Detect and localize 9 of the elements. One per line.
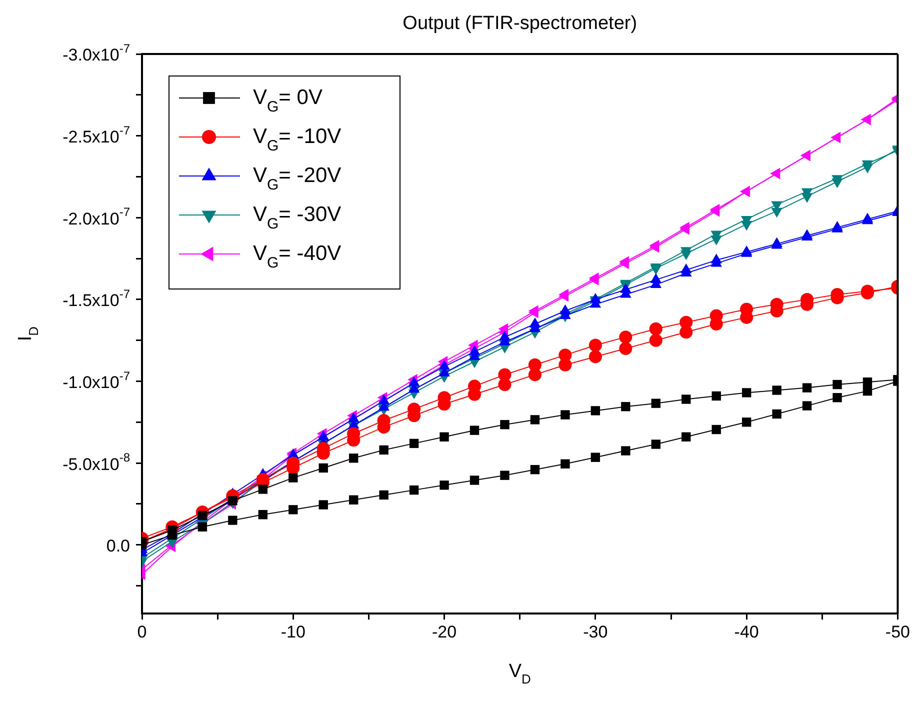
x-tick-label: -50	[885, 622, 910, 642]
y-tick-label: 0.0	[106, 536, 130, 556]
x-tick-label: -40	[734, 622, 759, 642]
x-tick-label: -30	[583, 622, 608, 642]
y-axis-title: ID	[15, 326, 42, 342]
x-tick-label: 0	[137, 622, 147, 642]
x-tick-label: -10	[280, 622, 306, 642]
x-tick-label: -20	[432, 622, 457, 642]
chart-title: Output (FTIR-spectrometer)	[402, 13, 638, 34]
